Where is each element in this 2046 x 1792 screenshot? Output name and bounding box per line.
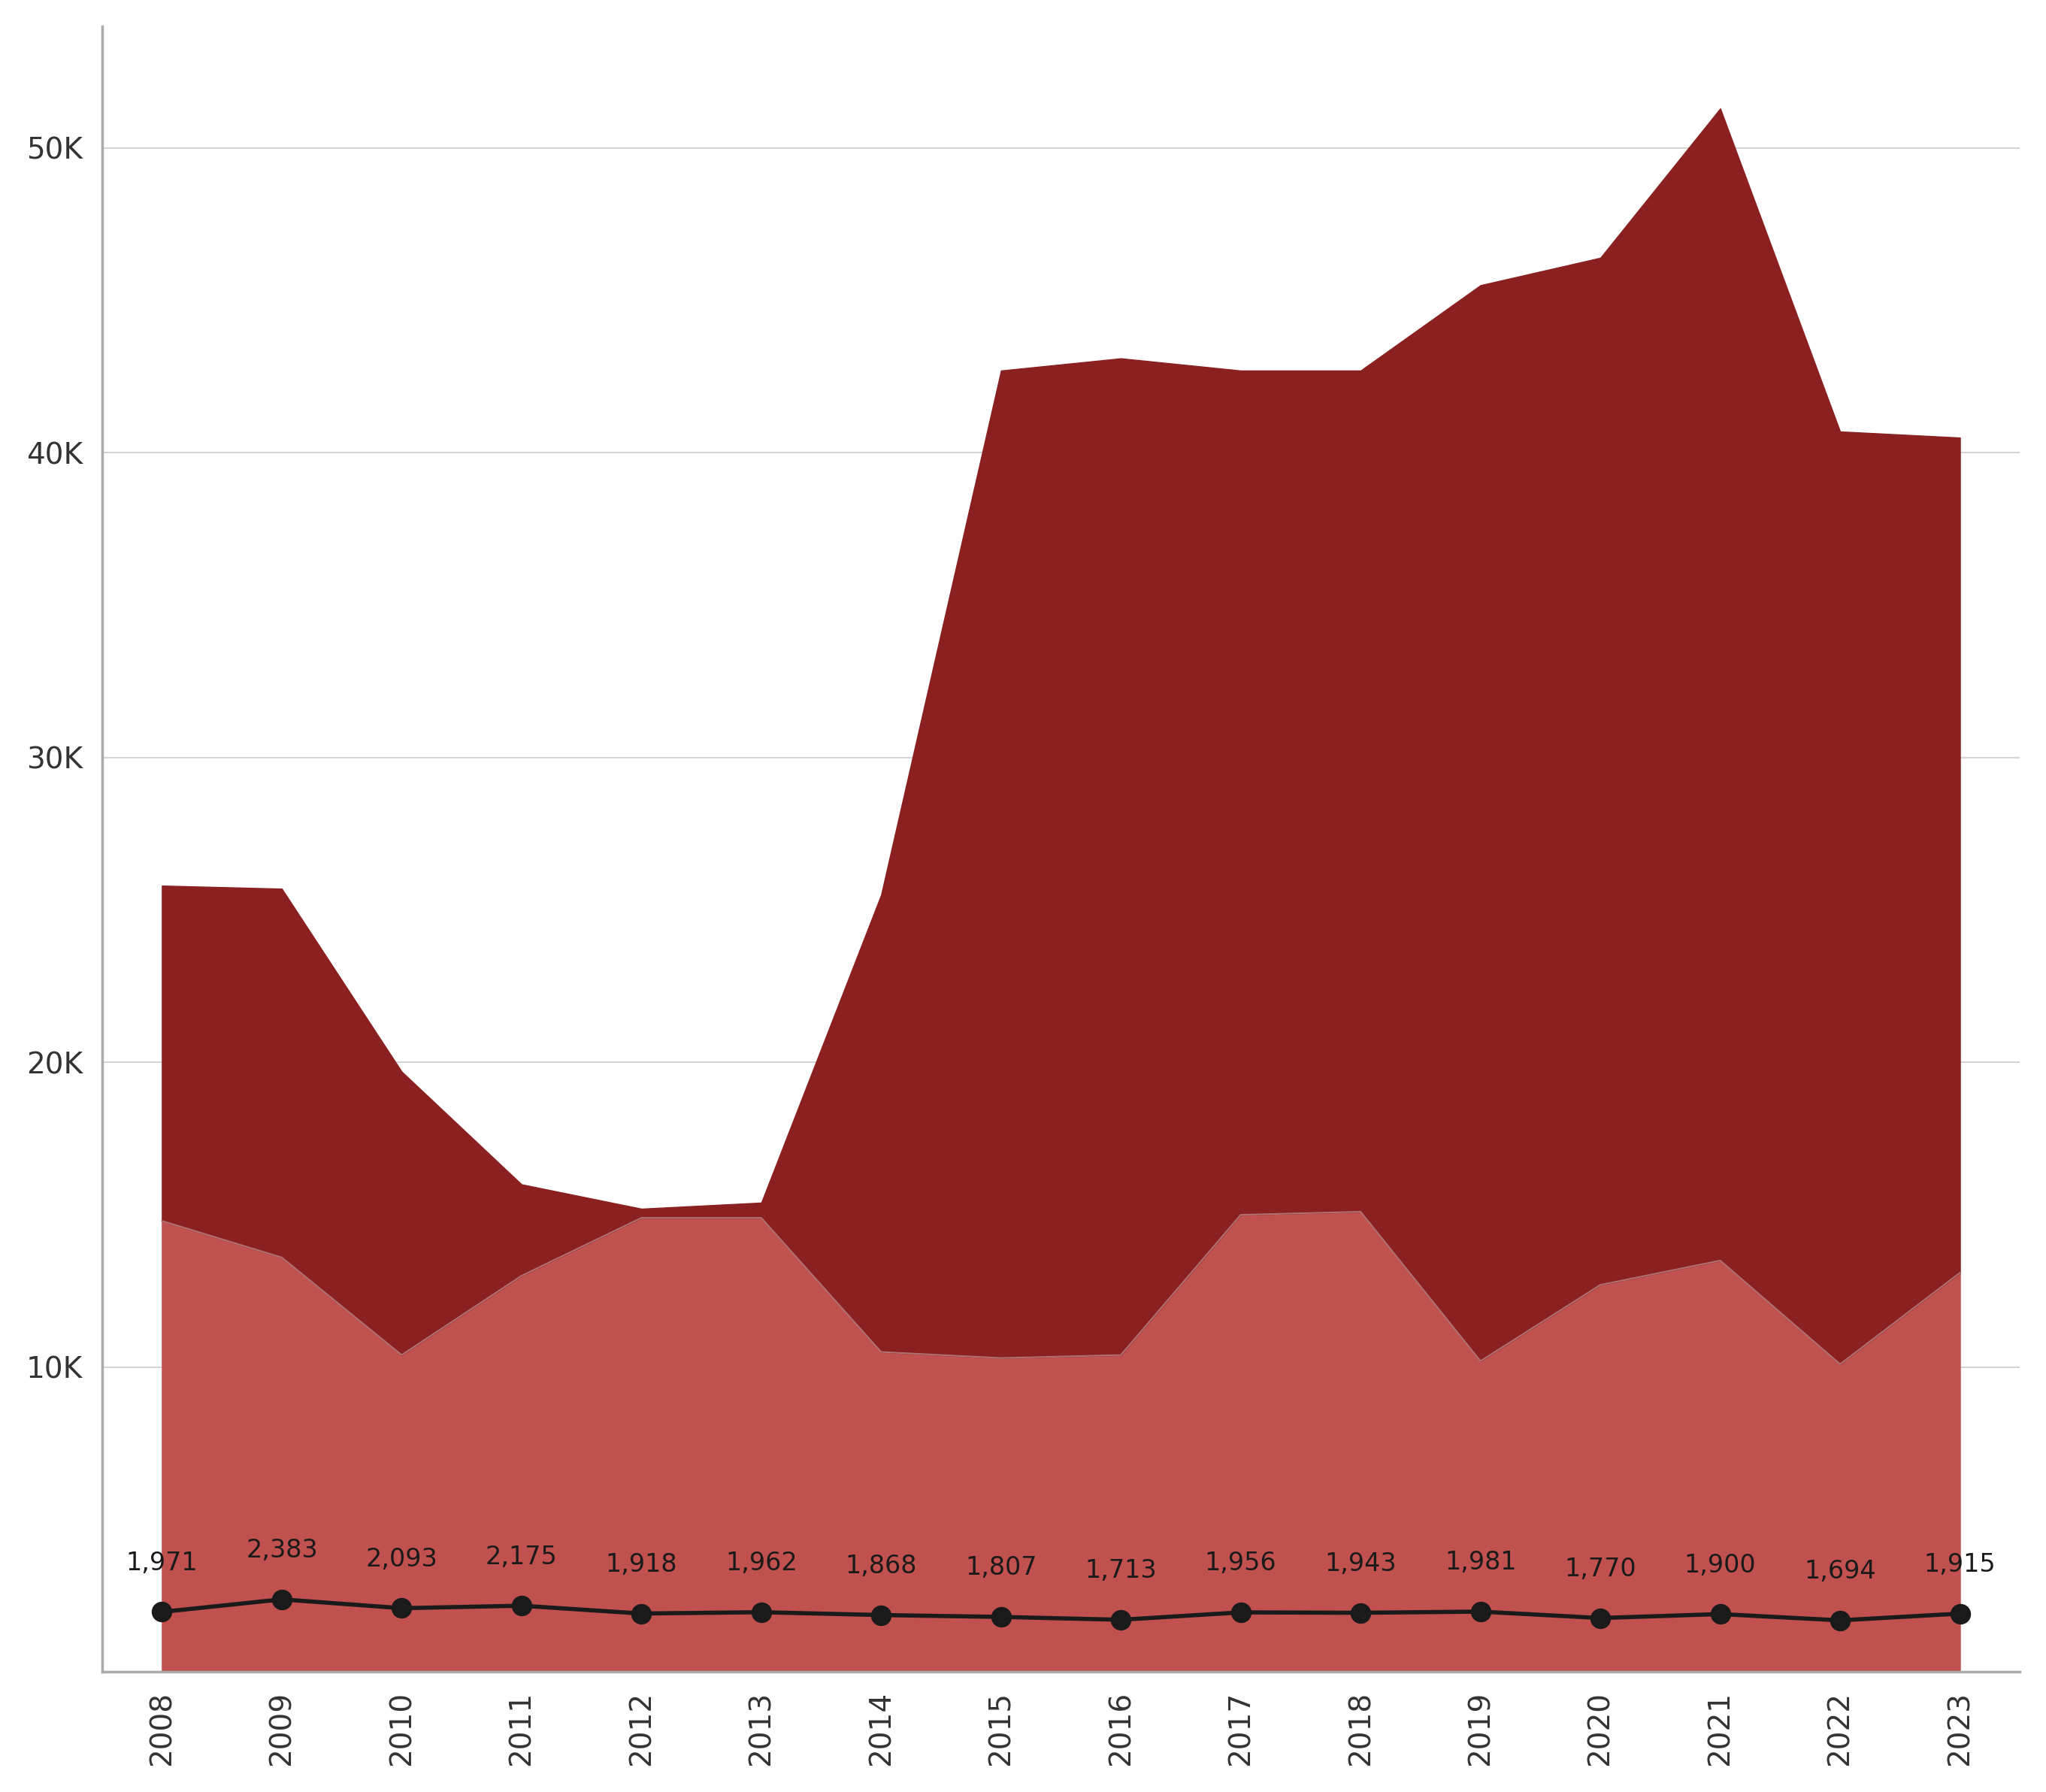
Point xyxy=(624,1598,657,1627)
Point xyxy=(984,1602,1017,1631)
Text: 1,956: 1,956 xyxy=(1205,1552,1277,1575)
Point xyxy=(266,1584,299,1613)
Text: 1,981: 1,981 xyxy=(1444,1550,1516,1575)
Point xyxy=(1465,1597,1498,1625)
Point xyxy=(1224,1598,1256,1627)
Text: 1,713: 1,713 xyxy=(1084,1559,1156,1582)
Point xyxy=(1704,1600,1737,1629)
Text: 1,971: 1,971 xyxy=(127,1550,198,1575)
Text: 1,915: 1,915 xyxy=(1923,1552,1997,1577)
Point xyxy=(1344,1598,1377,1627)
Text: 1,770: 1,770 xyxy=(1565,1557,1637,1582)
Text: 1,900: 1,900 xyxy=(1684,1552,1755,1577)
Text: 2,175: 2,175 xyxy=(485,1545,557,1570)
Point xyxy=(1105,1606,1138,1634)
Text: 2,383: 2,383 xyxy=(246,1538,317,1563)
Point xyxy=(1944,1598,1976,1627)
Point xyxy=(745,1598,777,1627)
Point xyxy=(505,1591,538,1620)
Text: 2,093: 2,093 xyxy=(366,1546,438,1572)
Text: 1,962: 1,962 xyxy=(724,1550,798,1575)
Point xyxy=(1823,1606,1856,1634)
Point xyxy=(145,1598,178,1627)
Text: 1,943: 1,943 xyxy=(1324,1552,1397,1577)
Text: 1,868: 1,868 xyxy=(845,1554,917,1579)
Text: 1,918: 1,918 xyxy=(606,1552,677,1577)
Text: 1,694: 1,694 xyxy=(1805,1559,1876,1584)
Point xyxy=(865,1600,898,1629)
Point xyxy=(385,1593,417,1622)
Text: 1,807: 1,807 xyxy=(966,1555,1037,1581)
Point xyxy=(1584,1604,1616,1633)
